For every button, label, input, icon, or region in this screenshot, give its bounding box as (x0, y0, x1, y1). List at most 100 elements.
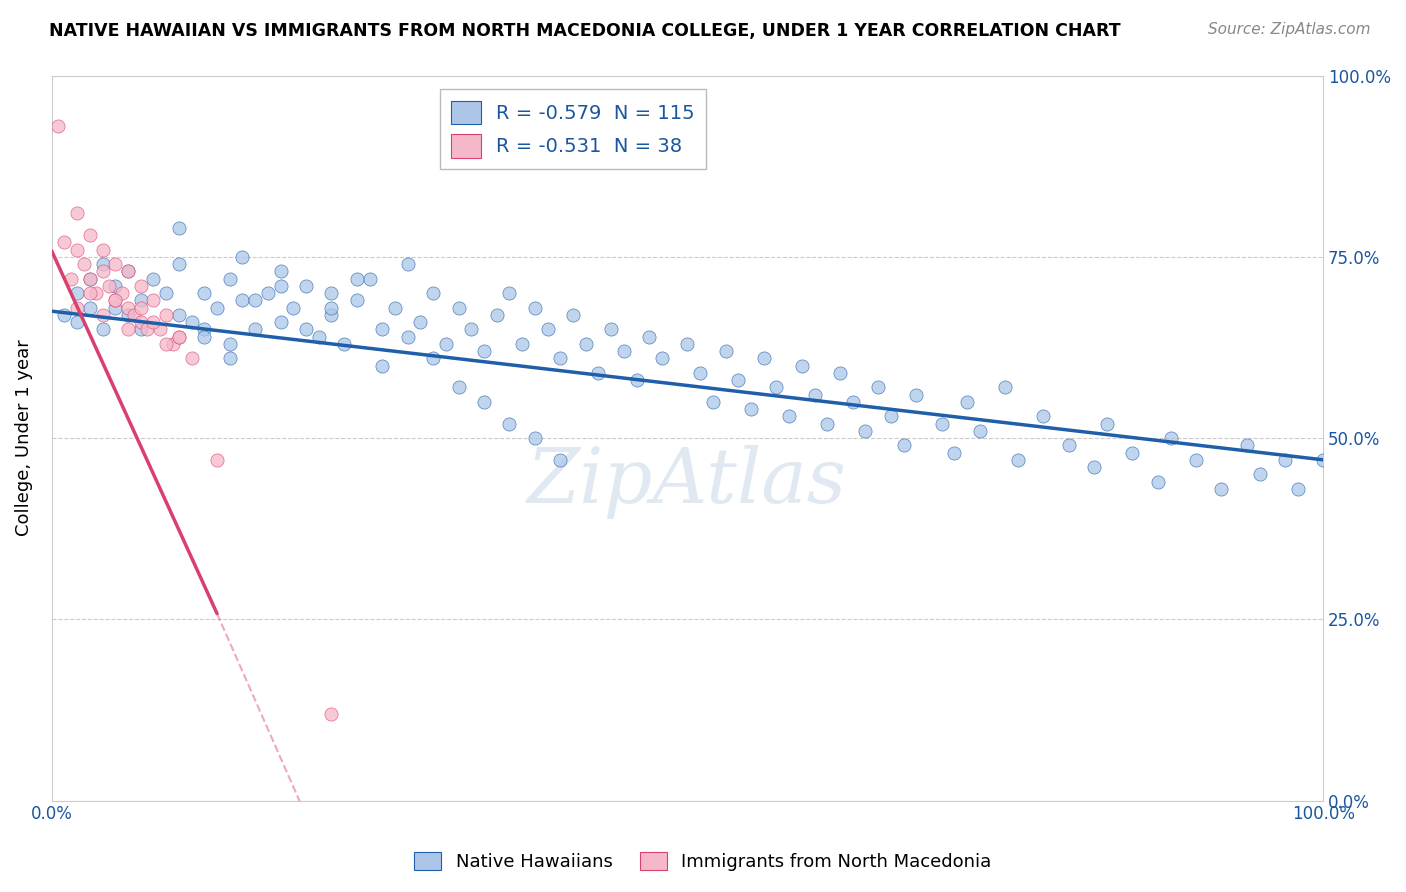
Point (346, 271, 368, 285)
Point (270, 315, 292, 329)
Point (371, 359, 394, 373)
Point (346, 293, 368, 308)
Point (1211, 482, 1233, 496)
Point (536, 322, 558, 336)
Point (231, 293, 253, 308)
Point (676, 336, 699, 351)
Point (231, 250, 253, 264)
Point (828, 366, 851, 380)
Point (79, 227, 101, 242)
Point (66, 243, 89, 257)
Point (638, 329, 661, 343)
Point (815, 417, 838, 431)
Point (1160, 431, 1182, 445)
Point (1147, 475, 1170, 489)
Point (359, 271, 381, 285)
Point (613, 344, 636, 359)
Point (111, 286, 134, 301)
Point (162, 336, 184, 351)
Point (1185, 452, 1208, 467)
Point (53, 308, 76, 322)
Point (905, 387, 928, 401)
Point (550, 351, 572, 366)
Legend: Native Hawaiians, Immigrants from North Macedonia: Native Hawaiians, Immigrants from North … (408, 845, 998, 879)
Point (117, 301, 139, 315)
Point (129, 293, 152, 308)
Point (523, 301, 546, 315)
Point (714, 344, 737, 359)
Point (1095, 417, 1118, 431)
Point (855, 424, 877, 438)
Point (510, 336, 533, 351)
Point (104, 293, 127, 308)
Point (765, 380, 787, 394)
Point (333, 336, 356, 351)
Point (117, 308, 139, 322)
Point (321, 286, 343, 301)
Point (1121, 445, 1143, 459)
Point (243, 293, 266, 308)
Point (651, 351, 673, 366)
Point (129, 278, 152, 293)
Point (91, 308, 114, 322)
Point (218, 271, 240, 285)
Point (1057, 438, 1080, 452)
Point (1312, 452, 1334, 467)
Point (149, 322, 172, 336)
Point (180, 351, 202, 366)
Point (66, 286, 89, 301)
Point (727, 373, 749, 387)
Point (129, 301, 152, 315)
Point (66, 301, 89, 315)
Point (880, 409, 903, 424)
Point (409, 315, 432, 329)
Point (91, 257, 114, 271)
Point (550, 452, 572, 467)
Text: Source: ZipAtlas.com: Source: ZipAtlas.com (1208, 22, 1371, 37)
Point (803, 387, 825, 401)
Point (1007, 452, 1029, 467)
Point (104, 257, 127, 271)
Point (588, 366, 610, 380)
Point (600, 322, 623, 336)
Point (136, 322, 159, 336)
Point (931, 417, 953, 431)
Point (626, 373, 648, 387)
Point (124, 308, 146, 322)
Point (460, 322, 482, 336)
Point (72, 257, 94, 271)
Point (702, 394, 724, 409)
Point (155, 336, 177, 351)
Point (180, 315, 202, 329)
Text: NATIVE HAWAIIAN VS IMMIGRANTS FROM NORTH MACEDONIA COLLEGE, UNDER 1 YEAR CORRELA: NATIVE HAWAIIAN VS IMMIGRANTS FROM NORTH… (49, 22, 1121, 40)
Point (893, 438, 915, 452)
Point (969, 424, 991, 438)
Point (1286, 482, 1309, 496)
Point (562, 308, 585, 322)
Point (498, 286, 520, 301)
Point (472, 394, 495, 409)
Point (104, 293, 127, 308)
Point (498, 417, 520, 431)
Point (117, 264, 139, 278)
Point (868, 380, 890, 394)
Point (104, 301, 127, 315)
Point (205, 301, 228, 315)
Point (384, 301, 406, 315)
Point (472, 344, 495, 359)
Point (841, 394, 863, 409)
Point (396, 257, 419, 271)
Point (740, 402, 762, 417)
Point (422, 351, 444, 366)
Point (167, 257, 190, 271)
Point (257, 286, 280, 301)
Point (523, 431, 546, 445)
Point (1236, 438, 1258, 452)
Point (91, 322, 114, 336)
Point (752, 351, 775, 366)
Point (167, 329, 190, 343)
Point (422, 286, 444, 301)
Point (218, 351, 240, 366)
Point (396, 329, 419, 343)
Point (79, 301, 101, 315)
